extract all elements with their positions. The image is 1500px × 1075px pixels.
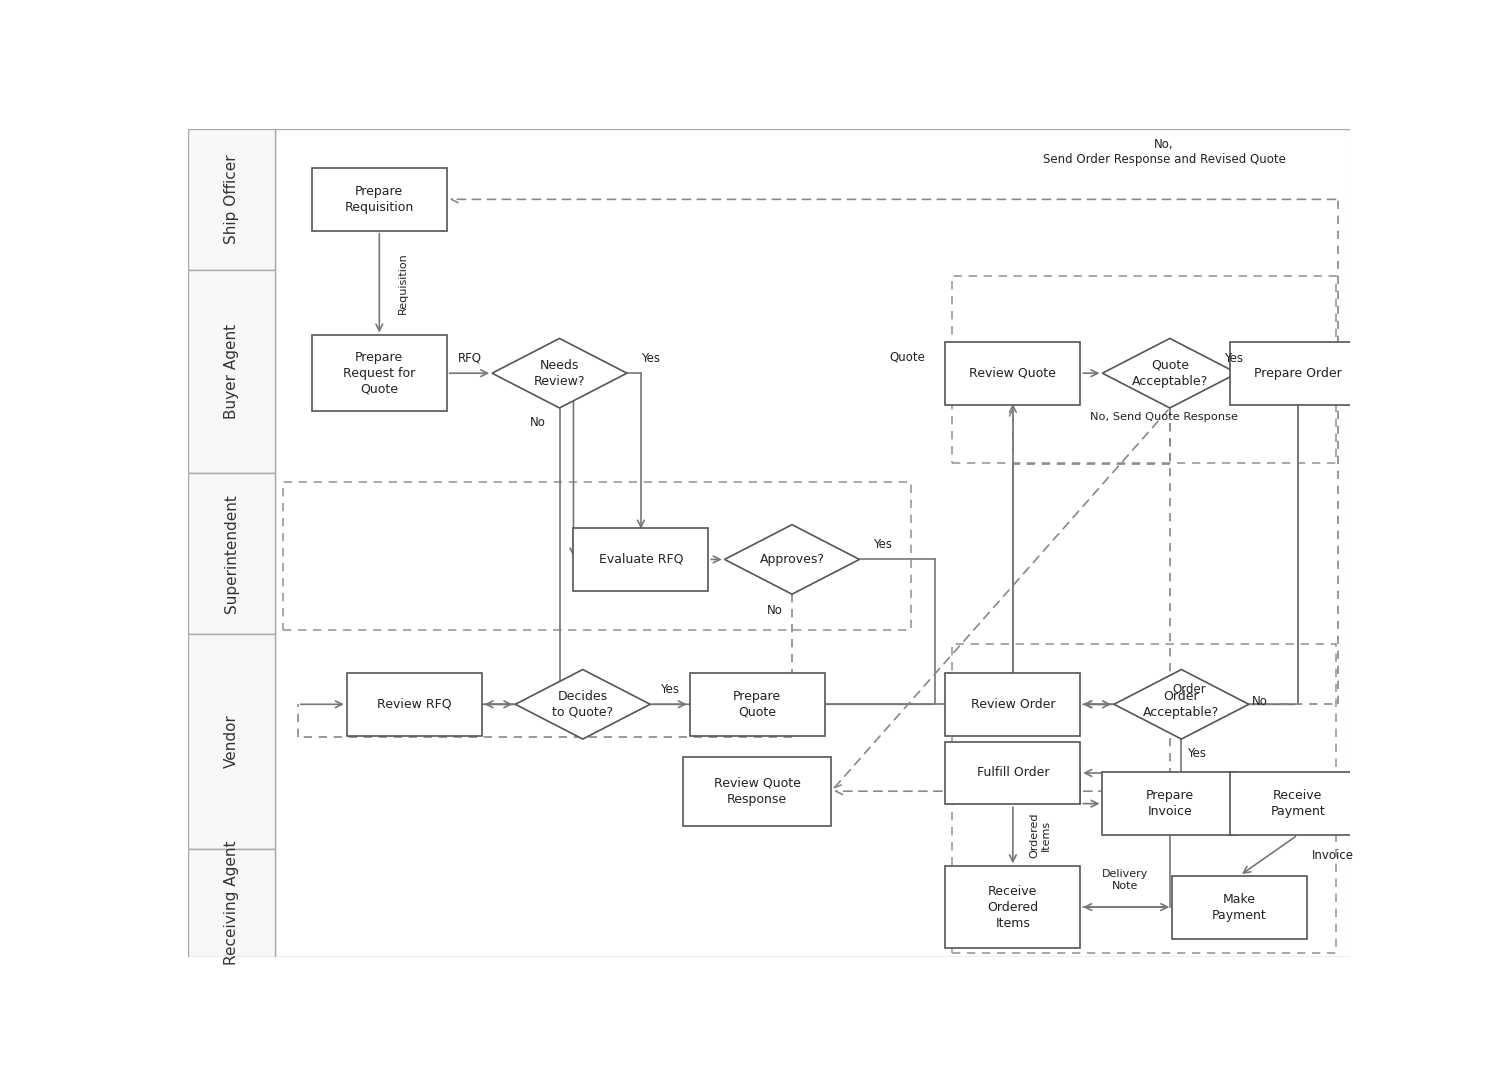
- FancyBboxPatch shape: [573, 528, 708, 591]
- Text: Evaluate RFQ: Evaluate RFQ: [598, 553, 682, 565]
- Text: Needs
Review?: Needs Review?: [534, 359, 585, 388]
- FancyBboxPatch shape: [1172, 876, 1306, 938]
- Text: Requisition: Requisition: [398, 253, 408, 314]
- Text: Invoice: Invoice: [1311, 849, 1353, 862]
- Text: Review Quote: Review Quote: [969, 367, 1056, 379]
- Text: Prepare
Quote: Prepare Quote: [734, 690, 782, 719]
- Text: Ordered
Items: Ordered Items: [1029, 813, 1050, 858]
- Text: Vendor: Vendor: [224, 715, 238, 769]
- Text: No: No: [766, 604, 783, 617]
- FancyBboxPatch shape: [1102, 772, 1238, 835]
- FancyBboxPatch shape: [312, 335, 447, 411]
- Text: Order
Acceptable?: Order Acceptable?: [1143, 690, 1220, 719]
- FancyBboxPatch shape: [1230, 342, 1365, 404]
- Text: No: No: [1252, 696, 1268, 708]
- Bar: [188, 129, 1350, 270]
- Bar: [188, 634, 274, 849]
- Text: Review RFQ: Review RFQ: [376, 698, 452, 711]
- FancyBboxPatch shape: [945, 742, 1080, 804]
- FancyBboxPatch shape: [1230, 772, 1365, 835]
- Polygon shape: [1114, 670, 1250, 739]
- FancyBboxPatch shape: [945, 866, 1080, 948]
- FancyBboxPatch shape: [945, 342, 1080, 404]
- Text: Yes: Yes: [1224, 352, 1244, 364]
- Polygon shape: [724, 525, 860, 594]
- Text: Approves?: Approves?: [759, 553, 825, 565]
- Text: No, Send Quote Response: No, Send Quote Response: [1090, 412, 1238, 422]
- Text: Superintendent: Superintendent: [224, 493, 238, 613]
- Text: Delivery
Note: Delivery Note: [1102, 869, 1148, 890]
- Polygon shape: [492, 339, 627, 407]
- FancyBboxPatch shape: [346, 673, 482, 735]
- Text: Yes: Yes: [660, 683, 680, 696]
- Text: Prepare Order: Prepare Order: [1254, 367, 1341, 379]
- Bar: [188, 473, 274, 634]
- Polygon shape: [1102, 339, 1238, 407]
- Text: Order: Order: [1172, 683, 1206, 696]
- Bar: [188, 634, 1350, 849]
- Text: No,
Send Order Response and Revised Quote: No, Send Order Response and Revised Quot…: [1042, 139, 1286, 167]
- Text: Quote: Quote: [890, 350, 926, 363]
- Text: RFQ: RFQ: [458, 352, 482, 364]
- Bar: [188, 270, 274, 473]
- Text: Prepare
Requisition: Prepare Requisition: [345, 185, 414, 214]
- Text: Yes: Yes: [1188, 747, 1206, 760]
- FancyBboxPatch shape: [690, 673, 825, 735]
- FancyBboxPatch shape: [312, 168, 447, 231]
- Text: Yes: Yes: [873, 538, 892, 551]
- Text: Ship Officer: Ship Officer: [224, 155, 238, 244]
- Text: Prepare
Invoice: Prepare Invoice: [1146, 789, 1194, 818]
- Text: No: No: [530, 416, 546, 429]
- Bar: [188, 473, 1350, 634]
- Text: Review Quote
Response: Review Quote Response: [714, 777, 801, 805]
- Polygon shape: [516, 670, 650, 739]
- FancyBboxPatch shape: [682, 757, 831, 826]
- Text: Fulfill Order: Fulfill Order: [976, 766, 1048, 779]
- Text: Make
Payment: Make Payment: [1212, 892, 1268, 921]
- Text: Receiving Agent: Receiving Agent: [224, 841, 238, 965]
- Text: Receive
Ordered
Items: Receive Ordered Items: [987, 885, 1038, 930]
- Text: Review Order: Review Order: [970, 698, 1054, 711]
- Text: Prepare
Request for
Quote: Prepare Request for Quote: [344, 350, 416, 396]
- Bar: [188, 849, 274, 957]
- Bar: [188, 849, 1350, 957]
- FancyBboxPatch shape: [945, 673, 1080, 735]
- Text: Yes: Yes: [640, 352, 660, 364]
- Text: Decides
to Quote?: Decides to Quote?: [552, 690, 614, 719]
- Text: Receive
Payment: Receive Payment: [1270, 789, 1324, 818]
- Bar: [188, 270, 1350, 473]
- Text: Quote
Acceptable?: Quote Acceptable?: [1131, 359, 1208, 388]
- Bar: [188, 129, 274, 270]
- Text: Buyer Agent: Buyer Agent: [224, 324, 238, 418]
